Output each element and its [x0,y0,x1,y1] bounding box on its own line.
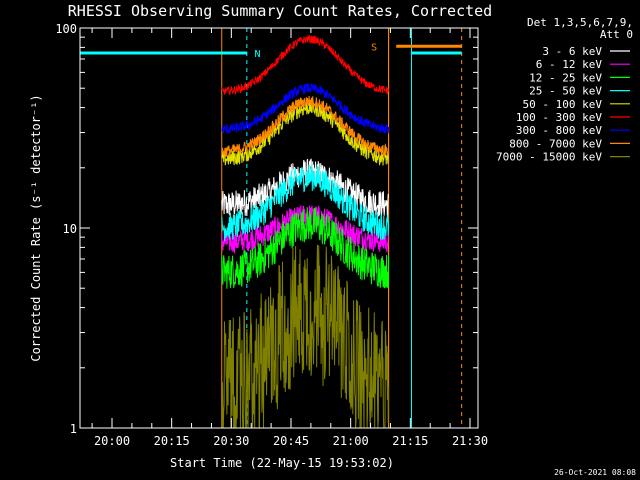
legend-label: 25 - 50 keV [529,85,602,98]
x-tick-label: 21:15 [392,434,428,448]
x-tick-label: 21:00 [333,434,369,448]
y-tick-label: 100 [55,22,77,36]
axes: 1 10 100 20:00 20:15 20:30 20:45 21:00 21:15 21:3… [55,22,488,448]
annotation-label-S: S [371,42,377,53]
y-axis-label: Corrected Count Rate (s⁻¹ detector⁻¹) [29,94,43,361]
legend-label: 300 - 800 keV [516,124,602,137]
series-line-5 [221,35,390,96]
y-tick-label: 10 [63,222,77,236]
chart-title: RHESSI Observing Summary Count Rates, Co… [68,2,492,20]
series-line-7 [221,95,389,158]
x-axis-label: Start Time (22-May-15 19:53:02) [170,456,394,470]
x-tick-label: 20:00 [94,434,130,448]
series-line-8 [221,244,390,430]
series-line-2 [221,207,390,289]
legend-label: 6 - 12 keV [536,58,603,71]
annotation-label-N: N [254,49,260,60]
legend-label: 50 - 100 keV [523,98,603,111]
x-tick-label: 20:15 [154,434,190,448]
legend-label: 12 - 25 keV [529,71,602,84]
y-tick-label: 1 [70,422,77,436]
date-stamp: 26-Oct-2021 08:08 [554,468,636,477]
x-tick-label: 20:45 [273,434,309,448]
series-line-3 [221,163,390,241]
x-tick-label: 21:30 [452,434,488,448]
x-tick-label: 20:30 [213,434,249,448]
series-line-6 [221,83,390,135]
legend-label: 7000 - 15000 keV [496,151,602,164]
legend-label: 100 - 300 keV [516,111,602,124]
series-line-0 [221,158,390,218]
legend-header: Det 1,3,5,6,7,9, [527,16,633,29]
plot-area: NS [79,28,463,430]
legend-label: 800 - 7000 keV [509,137,602,150]
legend-header: Att 0 [600,28,633,41]
legend-label: 3 - 6 keV [542,45,602,58]
